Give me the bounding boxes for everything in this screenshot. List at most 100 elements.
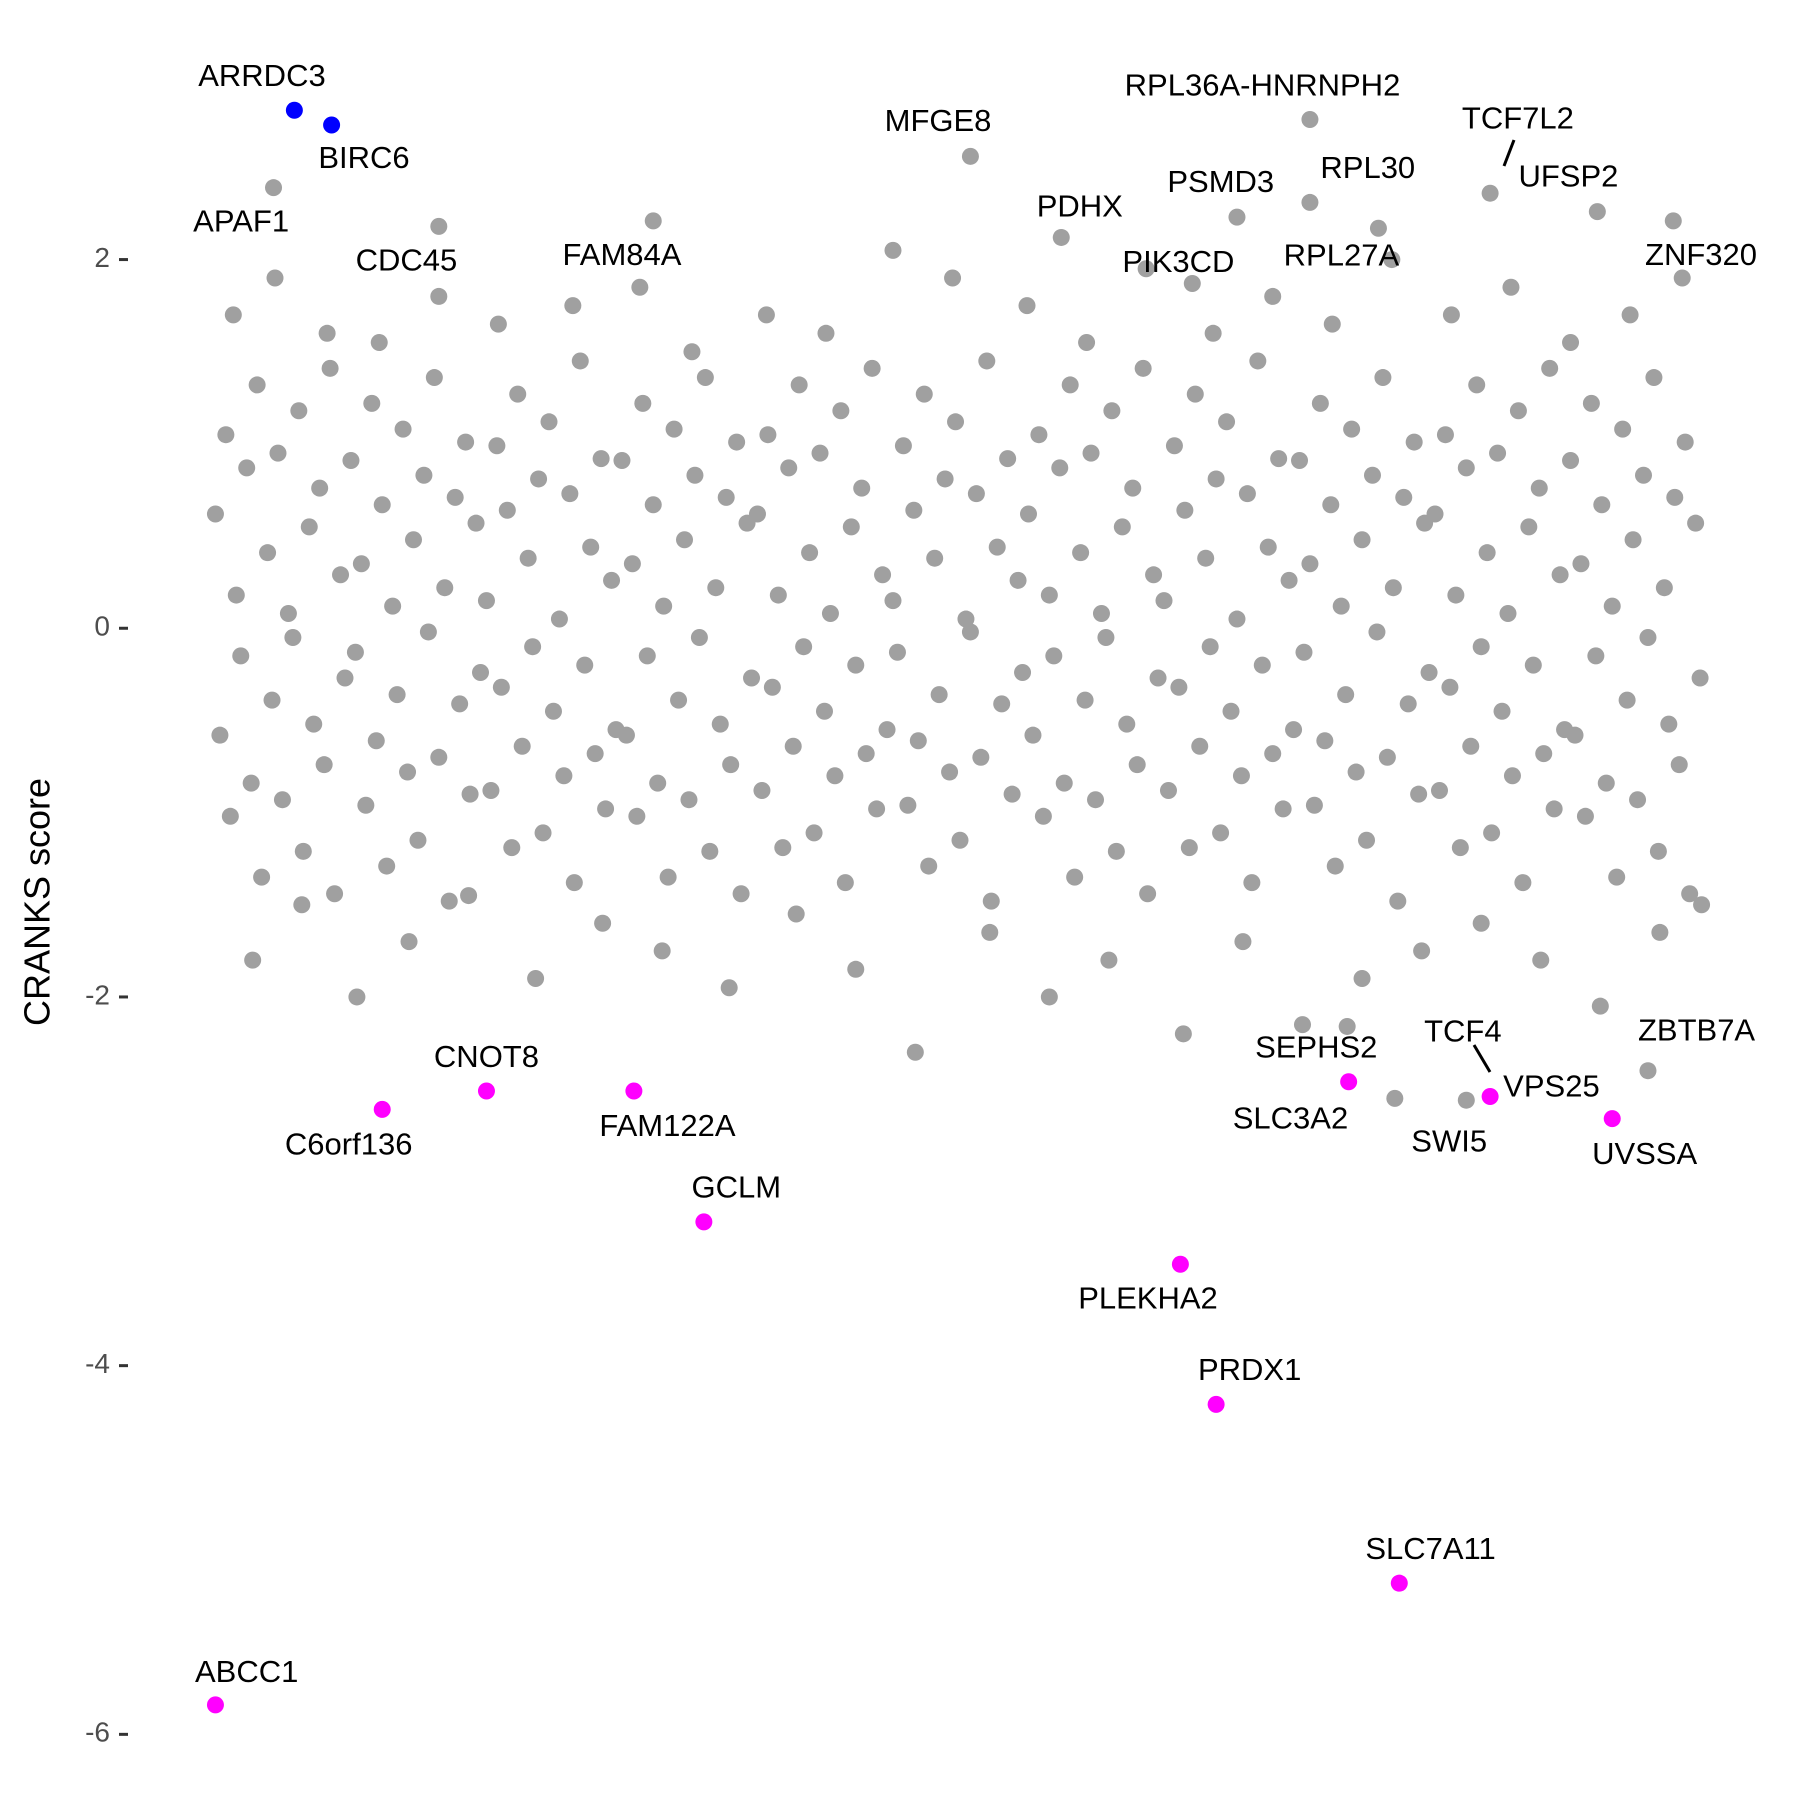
point	[1228, 610, 1246, 628]
point	[305, 715, 323, 733]
point	[1645, 369, 1663, 387]
point	[1462, 737, 1480, 755]
point	[1066, 868, 1084, 886]
point	[1072, 544, 1090, 562]
point	[695, 1213, 713, 1231]
point	[686, 466, 704, 484]
point	[285, 101, 303, 119]
point	[263, 691, 281, 709]
point	[1410, 785, 1428, 803]
point	[1566, 726, 1584, 744]
point	[748, 505, 766, 523]
point	[530, 470, 548, 488]
point	[961, 623, 979, 641]
point	[1207, 470, 1225, 488]
point	[683, 343, 701, 361]
point	[457, 433, 475, 451]
point	[1483, 824, 1501, 842]
point	[1603, 597, 1621, 615]
point	[206, 505, 224, 523]
point	[613, 452, 631, 470]
point	[894, 437, 912, 455]
point-label: SWI5	[1411, 1124, 1487, 1159]
point-label: RPL30	[1320, 150, 1415, 185]
point	[888, 643, 906, 661]
point	[1003, 785, 1021, 803]
point	[676, 531, 694, 549]
point	[488, 437, 506, 455]
point	[1305, 796, 1323, 814]
point	[461, 785, 479, 803]
point	[555, 767, 573, 785]
point	[649, 774, 667, 792]
point	[1457, 459, 1475, 477]
point	[425, 369, 443, 387]
point	[332, 566, 350, 584]
point-label: TCF7L2	[1462, 100, 1574, 135]
point	[323, 116, 341, 134]
point	[1676, 433, 1694, 451]
point	[321, 359, 339, 377]
point-label: BIRC6	[318, 140, 409, 175]
point	[582, 538, 600, 556]
point	[1134, 359, 1152, 377]
point	[571, 352, 589, 370]
point	[1639, 628, 1657, 646]
point	[1430, 781, 1448, 799]
point	[1145, 566, 1163, 584]
point	[1009, 571, 1027, 589]
point	[1107, 842, 1125, 860]
point	[269, 444, 287, 462]
point	[1530, 479, 1548, 497]
point	[821, 605, 839, 623]
point	[1509, 402, 1527, 420]
point	[1384, 579, 1402, 597]
point	[1326, 857, 1344, 875]
point	[1588, 203, 1606, 221]
point	[561, 485, 579, 503]
point	[363, 394, 381, 412]
point	[342, 452, 360, 470]
point	[326, 885, 344, 903]
point	[1030, 426, 1048, 444]
point	[1100, 951, 1118, 969]
point	[534, 824, 552, 842]
point	[232, 647, 250, 665]
point	[826, 767, 844, 785]
point	[743, 669, 761, 687]
point	[1551, 566, 1569, 584]
point	[1253, 656, 1271, 674]
point	[811, 444, 829, 462]
point	[1076, 691, 1094, 709]
point	[653, 942, 671, 960]
point	[1097, 628, 1115, 646]
point	[1280, 571, 1298, 589]
y-tick-label: 2	[94, 242, 110, 273]
point-label: APAF1	[193, 204, 289, 239]
point	[1635, 466, 1653, 484]
point-label: PSMD3	[1167, 164, 1274, 199]
point	[1301, 193, 1319, 211]
point	[920, 857, 938, 875]
point	[847, 960, 865, 978]
point	[957, 610, 975, 628]
point	[1270, 450, 1288, 468]
point	[1481, 184, 1499, 202]
point	[273, 791, 291, 809]
point	[951, 831, 969, 849]
point	[1249, 352, 1267, 370]
point	[477, 1082, 495, 1100]
point	[1673, 269, 1691, 287]
point	[1139, 885, 1157, 903]
leader-line	[1472, 1044, 1492, 1073]
y-tick-label: -6	[85, 1717, 110, 1748]
point	[265, 179, 283, 197]
point-label: UFSP2	[1518, 158, 1618, 193]
leader-line	[1502, 139, 1516, 167]
point	[1332, 597, 1350, 615]
point	[1343, 420, 1361, 438]
point	[430, 748, 448, 766]
point	[1024, 726, 1042, 744]
point	[1666, 488, 1684, 506]
point	[1524, 656, 1542, 674]
